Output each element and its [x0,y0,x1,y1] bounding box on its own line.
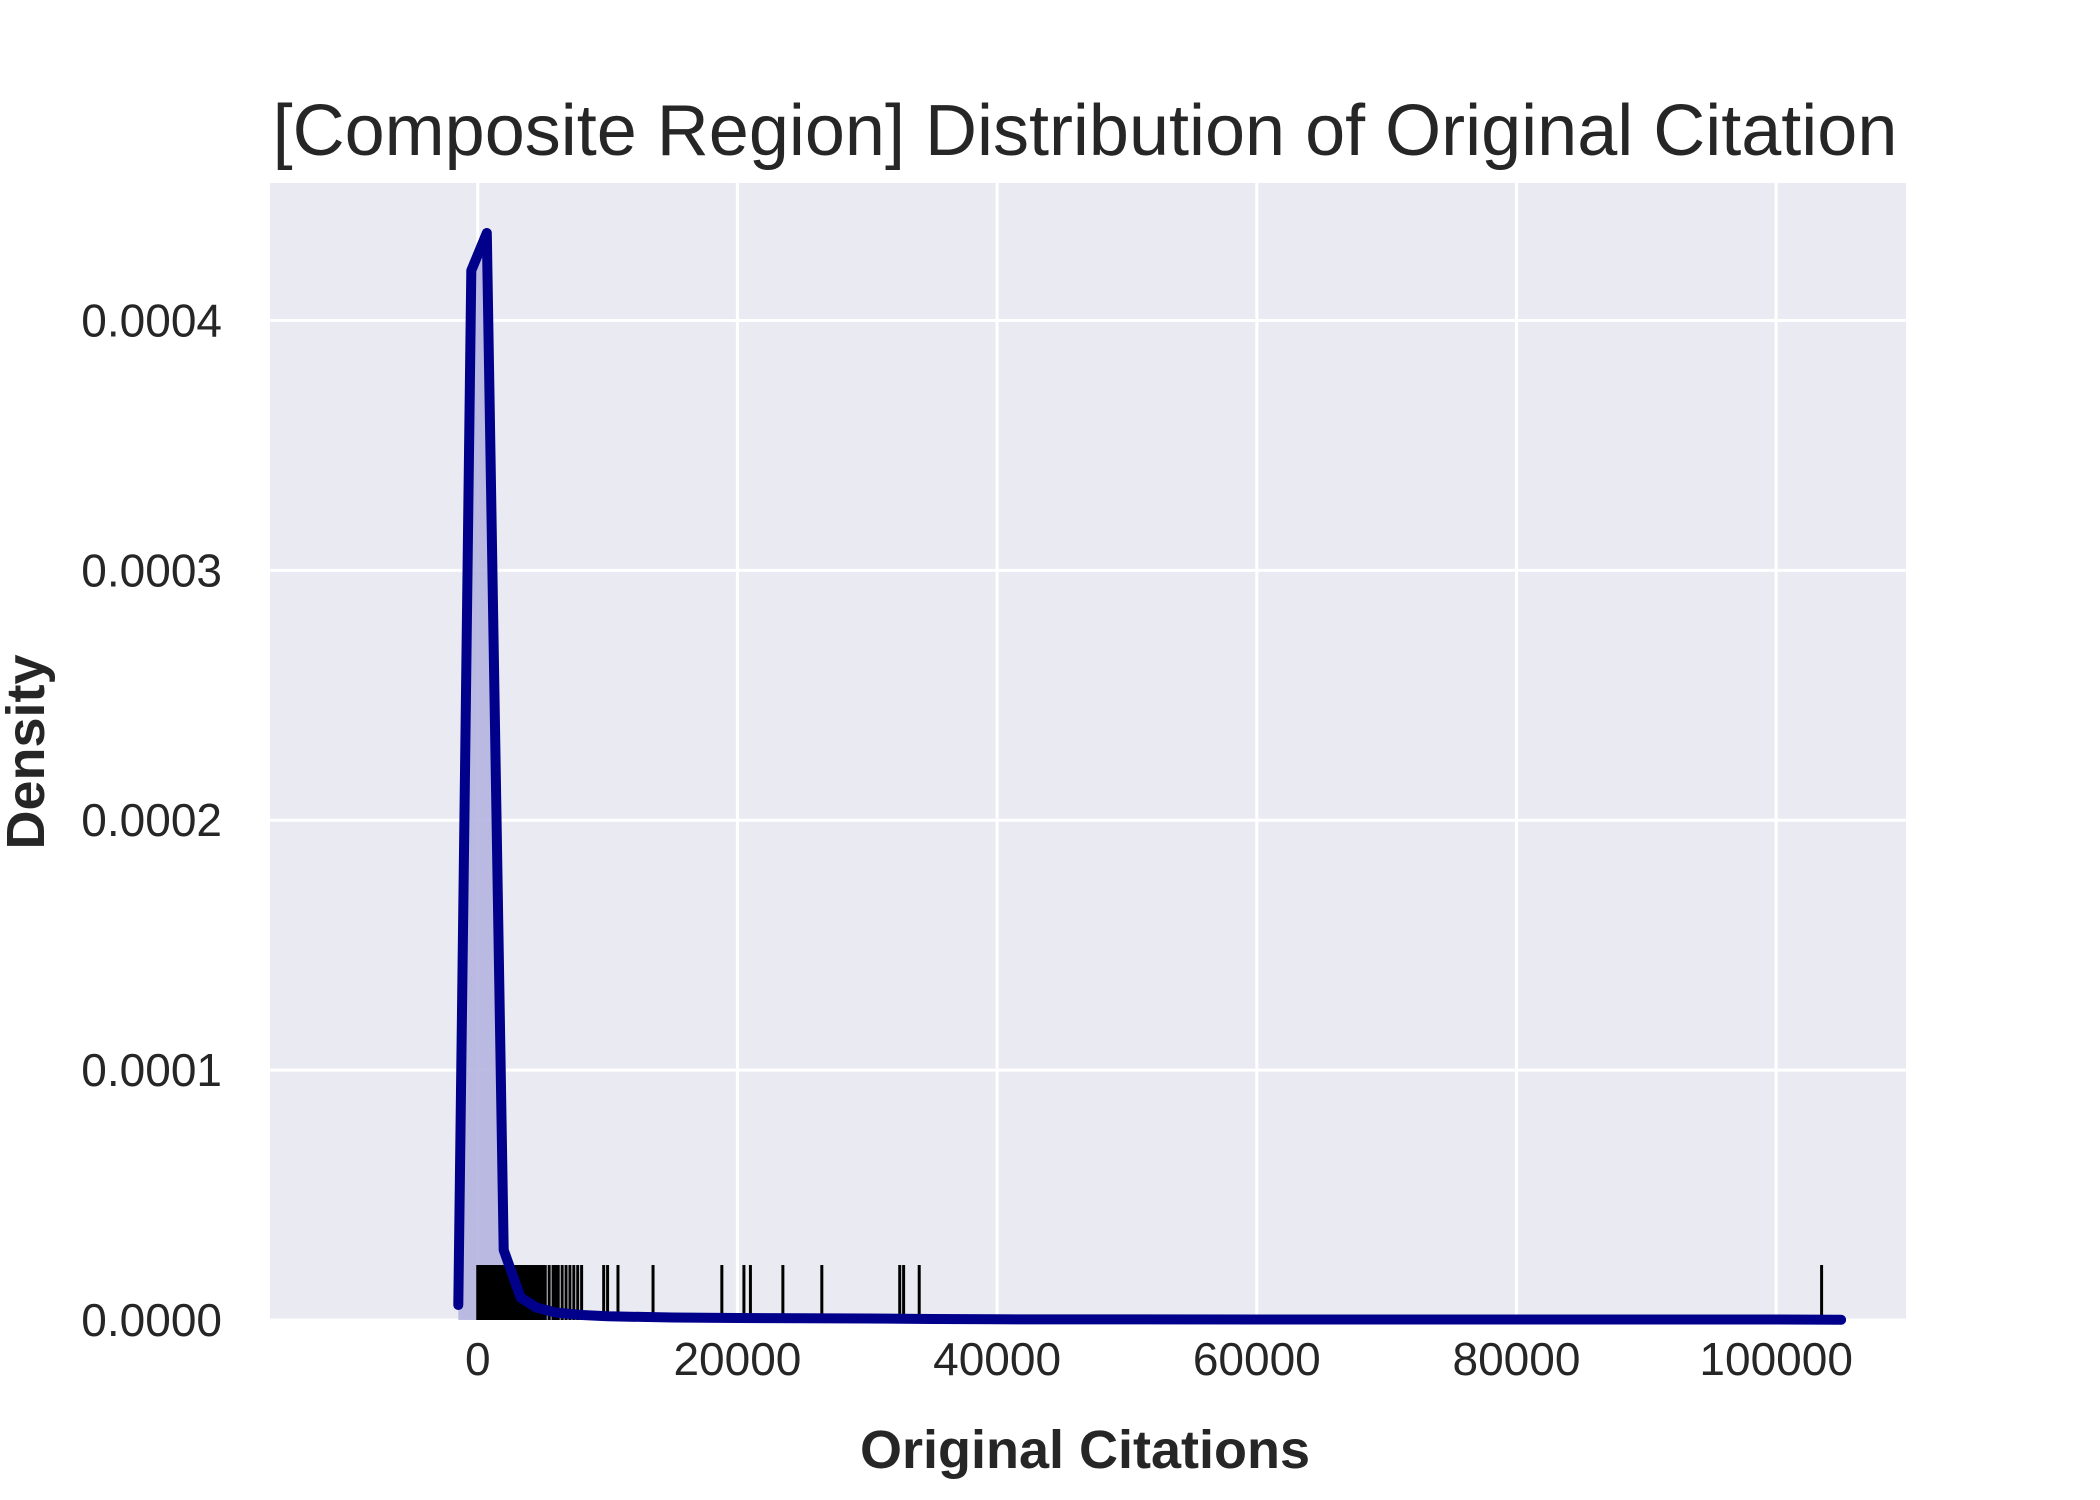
x-tick-label: 100000 [1699,1333,1853,1385]
x-axis-label: Original Citations [860,1420,1310,1480]
x-tick-labels: 0 20000 40000 60000 80000 100000 [465,1333,1853,1385]
y-axis-label: Density [0,654,56,849]
y-tick-label: 0.0001 [81,1044,222,1096]
x-tick-label: 40000 [933,1333,1061,1385]
density-line [453,228,1847,1325]
y-tick-label: 0.0002 [81,794,222,846]
density-curve [453,228,1847,1325]
y-tick-label: 0.0003 [81,544,222,596]
x-tick-label: 0 [465,1333,491,1385]
x-tick-label: 80000 [1453,1333,1581,1385]
plot-background [270,183,1906,1320]
x-tick-label: 20000 [673,1333,801,1385]
x-tick-label: 60000 [1193,1333,1321,1385]
y-tick-label: 0.0004 [81,294,222,346]
chart-title: [Composite Region] Distribution of Origi… [273,91,1898,171]
y-tick-labels: 0.0000 0.0001 0.0002 0.0003 0.0004 [81,294,222,1346]
y-tick-label: 0.0000 [81,1294,222,1346]
